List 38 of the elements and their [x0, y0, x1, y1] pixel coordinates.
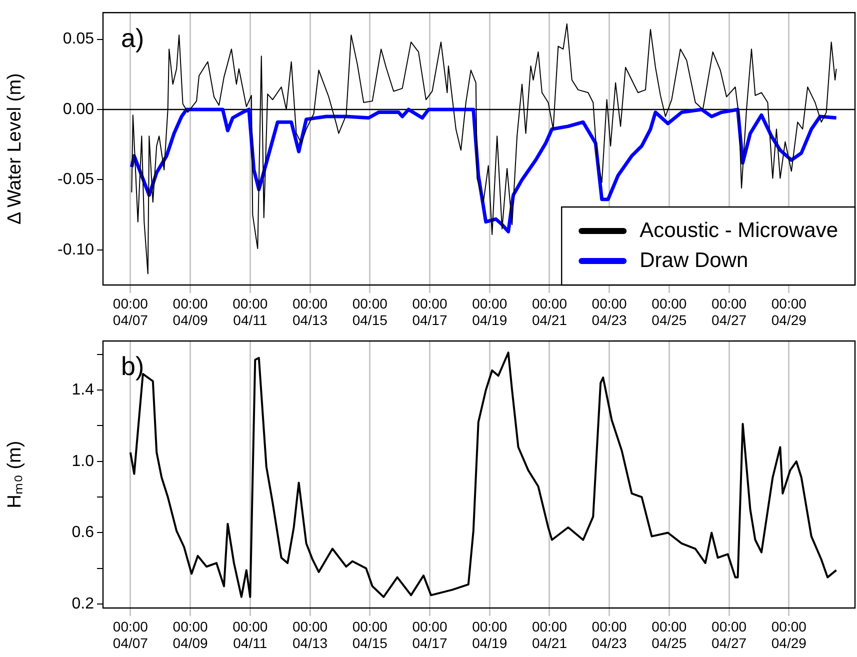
x-tick-label: 00:00 04/17	[412, 618, 448, 652]
x-tick-label: 00:00 04/19	[472, 618, 508, 652]
y-tick-label: 1.4	[72, 381, 94, 398]
y-tick-label: 0.05	[62, 30, 94, 48]
y-axis-title: Hₘ₀ (m)	[4, 440, 26, 508]
legend-label: Draw Down	[640, 248, 748, 272]
annotation: b)	[121, 351, 144, 382]
y-tick-label: 0.2	[72, 595, 94, 612]
x-tick-label: 00:00 04/29	[771, 618, 807, 652]
annotation: a)	[121, 22, 144, 53]
legend-label: Acoustic - Microwave	[640, 218, 838, 242]
x-tick-label: 00:00 04/25	[652, 618, 687, 652]
x-tick-label: 00:00 04/13	[292, 295, 328, 328]
x-tick-label: 00:00 04/23	[592, 618, 628, 652]
y-tick-label: 0.00	[62, 100, 94, 118]
x-tick-label: 00:00 04/23	[592, 295, 628, 328]
x-tick-label: 00:00 04/25	[652, 295, 687, 328]
x-tick-label: 00:00 04/19	[472, 295, 508, 328]
x-tick-label: 00:00 04/15	[352, 618, 388, 652]
x-tick-label: 00:00 04/15	[352, 295, 388, 328]
x-tick-label: 00:00 04/21	[532, 295, 568, 328]
y-tick-label: -0.05	[58, 171, 94, 188]
x-tick-label: 00:00 04/11	[232, 295, 268, 328]
x-tick-label: 00:00 04/13	[292, 618, 328, 652]
y-tick-label: 0.6	[72, 524, 94, 542]
x-tick-label: 00:00 04/27	[712, 295, 747, 328]
x-tick-label: 00:00 04/17	[412, 295, 448, 328]
y-tick-label: 1.0	[72, 452, 94, 470]
y-tick-label: -0.10	[58, 241, 94, 258]
x-tick-label: 00:00 04/07	[112, 618, 148, 652]
x-tick-label: 00:00 04/07	[112, 295, 148, 328]
y-axis-title: Δ Water Level (m)	[4, 73, 26, 224]
x-tick-label: 00:00 04/21	[532, 618, 568, 652]
x-tick-label: 00:00 04/11	[232, 618, 268, 652]
x-tick-label: 00:00 04/09	[172, 618, 208, 652]
x-tick-label: 00:00 04/27	[712, 618, 747, 652]
x-tick-label: 00:00 04/09	[172, 295, 208, 328]
x-tick-label: 00:00 04/29	[771, 295, 807, 328]
